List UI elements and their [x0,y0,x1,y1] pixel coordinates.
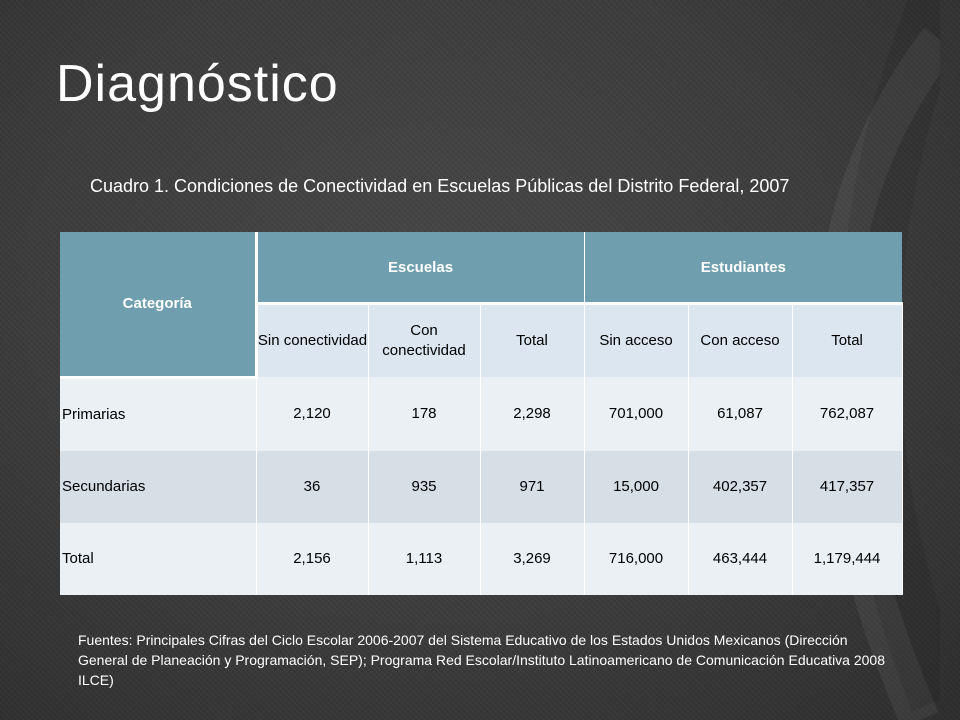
table-cell: 417,357 [792,450,903,523]
subheader-sin-acceso: Sin acceso [584,303,689,377]
table-cell: 762,087 [792,377,903,451]
table-cell: 1,113 [368,522,481,595]
table-cell: 15,000 [584,450,689,523]
table-row: Secundarias 36 935 971 15,000 402,357 41… [60,450,903,523]
table-cell: 2,298 [480,377,585,451]
subheader-total-estudiantes: Total [792,303,903,377]
table-cell: 61,087 [688,377,793,451]
table-cell: 402,357 [688,450,793,523]
table-cell: 701,000 [584,377,689,451]
table-cell: 3,269 [480,522,585,595]
slide-title: Diagnóstico [56,55,339,113]
header-group-escuelas: Escuelas [256,232,585,305]
row-label: Total [60,522,257,595]
table-cell: 178 [368,377,481,451]
table-cell: 1,179,444 [792,522,903,595]
table-cell: 2,120 [256,377,369,451]
source-footnote: Fuentes: Principales Cifras del Ciclo Es… [78,632,885,688]
table-cell: 716,000 [584,522,689,595]
table-cell: 971 [480,450,585,523]
table-caption: Cuadro 1. Condiciones de Conectividad en… [90,176,790,196]
subheader-total-escuelas: Total [480,303,585,377]
table-row: Primarias 2,120 178 2,298 701,000 61,087… [60,377,903,451]
row-label: Secundarias [60,450,257,523]
subheader-con-acceso: Con acceso [688,303,793,377]
row-label: Primarias [60,377,257,451]
subheader-sin-conectividad: Sin conectividad [254,303,369,377]
header-group-estudiantes: Estudiantes [584,232,903,305]
table-cell: 463,444 [688,522,793,595]
table-cell: 2,156 [256,522,369,595]
connectivity-table: Categoría Escuelas Estudiantes Sin conec… [60,232,903,595]
header-category: Categoría [60,232,258,379]
table-row: Total 2,156 1,113 3,269 716,000 463,444 … [60,522,903,595]
table-cell: 935 [368,450,481,523]
subheader-con-conectividad: Con conectividad [368,303,481,377]
table-cell: 36 [256,450,369,523]
